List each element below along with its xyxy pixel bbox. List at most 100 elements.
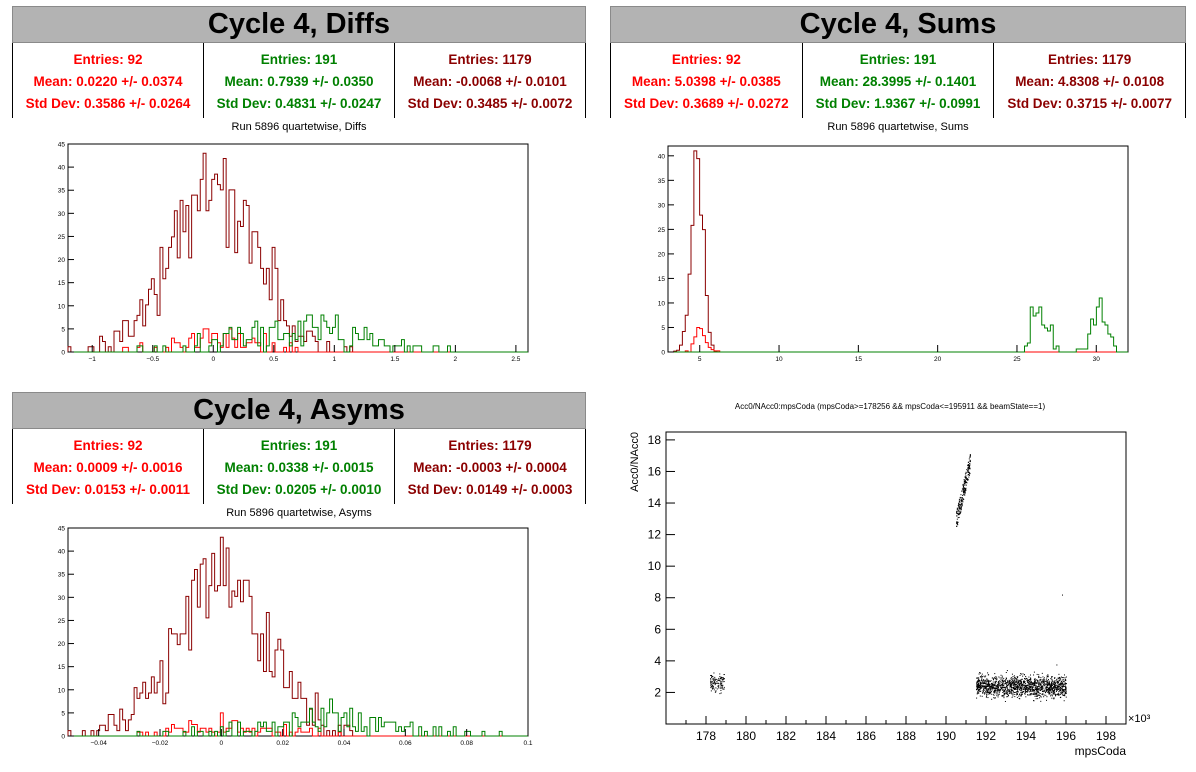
scatter-point [1028, 679, 1030, 681]
scatter-point [969, 459, 971, 461]
scatter-point [994, 688, 996, 690]
scatter-point [715, 679, 717, 681]
scatter-point [1065, 679, 1067, 681]
scatter-point [965, 487, 967, 489]
scatter-point [995, 691, 997, 693]
scatter-point [1036, 692, 1038, 694]
scatter-point [1012, 684, 1014, 686]
scatter-point [1001, 680, 1003, 682]
scatter-point [965, 477, 967, 479]
scatter-point [994, 677, 996, 679]
scatter-point [1033, 680, 1035, 682]
scatter-point [1061, 682, 1063, 684]
scatter-point [957, 517, 959, 519]
scatter-point [1016, 690, 1018, 692]
scatter-point [1047, 681, 1049, 683]
x-tick-label: 30 [1093, 356, 1101, 363]
scatter-point [1008, 682, 1010, 684]
scatter-point [979, 687, 981, 689]
stat-std: Std Dev: 0.3586 +/- 0.0264 [25, 95, 191, 111]
scatter-point [1007, 685, 1009, 687]
scatter-point [1051, 688, 1053, 690]
scatter-point [1051, 689, 1053, 691]
scatter-point [956, 521, 958, 523]
scatter-point [1023, 690, 1025, 692]
scatter-point [1026, 687, 1028, 689]
scatter-point [1049, 690, 1051, 692]
scatter-point [719, 673, 721, 675]
scatter-point [1035, 695, 1037, 697]
scatter-point [1060, 688, 1062, 690]
scatter-point [985, 686, 987, 688]
scatter-point [1013, 684, 1015, 686]
scatter-point [983, 682, 985, 684]
scatter-point [710, 687, 712, 689]
scatter-point [1030, 686, 1032, 688]
scatter-point [1006, 682, 1008, 684]
scatter-point [969, 457, 971, 459]
scatter-point [989, 688, 991, 690]
scatter-point [1051, 676, 1053, 678]
scatter-point [984, 692, 986, 694]
scatter-point [1038, 685, 1040, 687]
scatter-point [1057, 694, 1059, 696]
scatter-point [719, 680, 721, 682]
scatter-point [1062, 679, 1064, 681]
scatter-point [990, 686, 992, 688]
scatter-point [1065, 688, 1067, 690]
scatter-point [1052, 681, 1054, 683]
scatter-point [981, 687, 983, 689]
scatter-point [1022, 686, 1024, 688]
scatter-point [713, 682, 715, 684]
scatter-point [1021, 684, 1023, 686]
scatter-point [718, 687, 720, 689]
scatter-point [1056, 688, 1058, 690]
scatter-point [994, 673, 996, 675]
scatter-point [714, 683, 716, 685]
scatter-point [1029, 679, 1031, 681]
scatter-point [1023, 688, 1025, 690]
scatter-point [1041, 688, 1043, 690]
scatter-point [1062, 685, 1064, 687]
scatter-point [1057, 687, 1059, 689]
x-tick-label: 20 [934, 356, 942, 363]
scatter-point [977, 685, 979, 687]
scatter-point [1063, 674, 1065, 676]
scatter-point [1040, 688, 1042, 690]
scatter-point [1006, 690, 1008, 692]
y-tick-label: 15 [658, 276, 666, 283]
scatter-point [1019, 688, 1021, 690]
scatter-point [978, 683, 980, 685]
scatter-point [1019, 679, 1021, 681]
scatter-point [1015, 688, 1017, 690]
scatter-point [1034, 687, 1036, 689]
scatter-point [1064, 677, 1066, 679]
scatter-point [986, 685, 988, 687]
scatter-point [969, 468, 971, 470]
scatter-point [1007, 690, 1009, 692]
scatter-point [1016, 680, 1018, 682]
scatter-point [1037, 682, 1039, 684]
scatter-point [997, 680, 999, 682]
scatter-point [1020, 682, 1022, 684]
scatter-point [1026, 694, 1028, 696]
scatter-point [1007, 696, 1009, 698]
scatter-point [1046, 689, 1048, 691]
scatter-point [1044, 680, 1046, 682]
scatter-point [1065, 690, 1067, 692]
scatter-point [976, 681, 978, 683]
scatter-point [712, 676, 714, 678]
stat-mean: Mean: 0.0338 +/- 0.0015 [224, 459, 374, 475]
scatter-point [1047, 675, 1049, 677]
scatter-point [982, 680, 984, 682]
scatter-point [1048, 684, 1050, 686]
scatter-point [959, 507, 961, 509]
scatter-point [1047, 682, 1049, 684]
scatter-point [967, 479, 969, 481]
scatter-point [980, 685, 982, 687]
scatter-point [1059, 679, 1061, 681]
scatter-point [711, 687, 713, 689]
scatter-point [1031, 687, 1033, 689]
scatter-point [1032, 682, 1034, 684]
scatter-point [710, 680, 712, 682]
